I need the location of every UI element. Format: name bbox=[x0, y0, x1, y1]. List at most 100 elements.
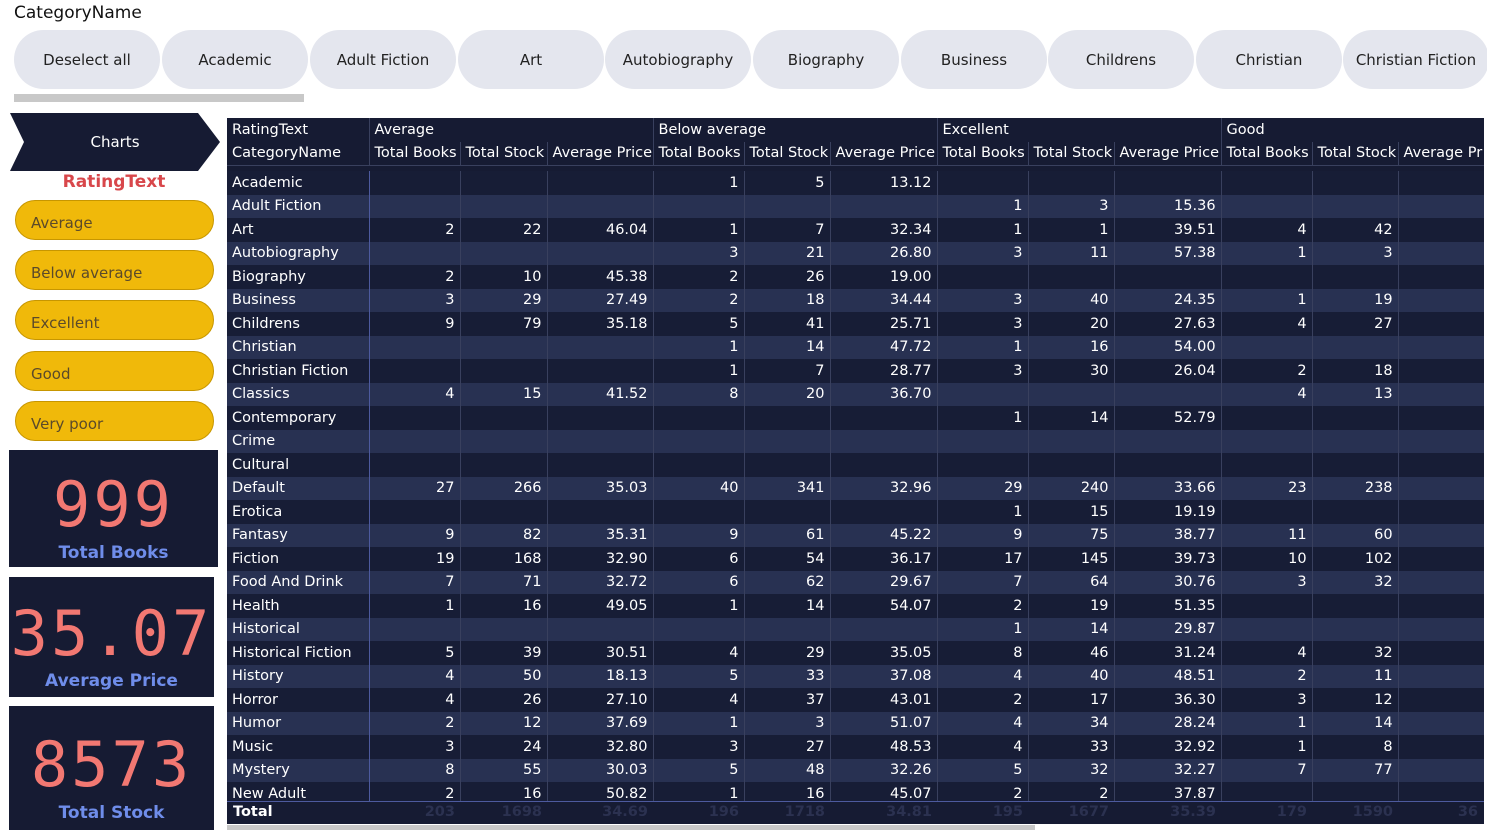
table-cell: 5 bbox=[652, 664, 744, 688]
chip-academic[interactable]: Academic bbox=[162, 30, 308, 89]
table-row: Adult Fiction 1 3 15.36 bbox=[227, 194, 1484, 218]
table-cell: 4 bbox=[652, 688, 744, 712]
table-cell bbox=[368, 194, 460, 218]
total-cell: 35.39 bbox=[1170, 804, 1216, 820]
chip-christian[interactable]: Christian bbox=[1196, 30, 1342, 89]
table-cell: 20 bbox=[1027, 312, 1115, 336]
table-cell: 35.05 bbox=[829, 641, 938, 665]
table-cell: 25 bbox=[1397, 711, 1484, 735]
table-cell bbox=[546, 617, 653, 641]
table-cell: 29 bbox=[936, 476, 1029, 500]
table-cell: 51.07 bbox=[829, 711, 938, 735]
rating-option-average[interactable]: Average bbox=[15, 200, 214, 240]
chip-christian-fiction[interactable]: Christian Fiction bbox=[1343, 30, 1487, 89]
row-category-label: Erotica bbox=[227, 500, 370, 524]
category-slicer-scrollbar[interactable] bbox=[14, 94, 304, 102]
table-cell bbox=[1397, 194, 1484, 218]
table-cell: 18 bbox=[1311, 359, 1399, 383]
row-category-label: Art bbox=[227, 218, 370, 242]
chip-childrens[interactable]: Childrens bbox=[1048, 30, 1194, 89]
table-cell: 3 bbox=[936, 241, 1029, 265]
average-price-label: Average Price bbox=[45, 671, 178, 691]
total-cell: 36 bbox=[1457, 804, 1478, 820]
table-row: Historical Fiction 5 39 30.51 4 29 35.05 8 46 31.… bbox=[227, 641, 1484, 665]
table-cell: 57.38 bbox=[1113, 241, 1222, 265]
rating-option-very-poor[interactable]: Very poor bbox=[15, 401, 214, 441]
row-category-label: Christian bbox=[227, 335, 370, 359]
table-cell: 48.53 bbox=[829, 735, 938, 759]
total-books-label: Total Books bbox=[58, 543, 169, 563]
table-cell: 7 bbox=[368, 570, 460, 594]
table-cell: 32 bbox=[1027, 758, 1115, 782]
table-cell: 38 bbox=[1397, 476, 1484, 500]
chevron-arrow-shape bbox=[10, 113, 220, 171]
table-cell bbox=[1311, 782, 1399, 806]
table-cell: 37.08 bbox=[829, 664, 938, 688]
table-cell: 7 bbox=[1220, 758, 1313, 782]
table-cell: 28.77 bbox=[829, 359, 938, 383]
rating-option-below-average[interactable]: Below average bbox=[15, 250, 214, 290]
rating-option-excellent[interactable]: Excellent bbox=[15, 300, 214, 340]
rating-option-good[interactable]: Good bbox=[15, 351, 214, 391]
chip-biography[interactable]: Biography bbox=[753, 30, 899, 89]
table-cell: 1 bbox=[652, 711, 744, 735]
table-cell: 35.31 bbox=[546, 523, 653, 547]
chip-adult-fiction[interactable]: Adult Fiction bbox=[310, 30, 456, 89]
table-cell bbox=[1220, 265, 1313, 289]
table-cell bbox=[546, 406, 653, 430]
total-cell: 34.81 bbox=[886, 804, 932, 820]
table-cell: 9 bbox=[368, 312, 460, 336]
charts-button[interactable]: Charts bbox=[10, 113, 220, 171]
table-cell: 46 bbox=[1027, 641, 1115, 665]
chip-art[interactable]: Art bbox=[458, 30, 604, 89]
table-cell: 30.03 bbox=[546, 758, 653, 782]
matrix-horizontal-scrollbar[interactable] bbox=[227, 825, 1035, 830]
table-cell bbox=[459, 359, 547, 383]
table-cell bbox=[546, 429, 653, 453]
table-cell: 7 bbox=[743, 359, 830, 383]
table-cell: 9 bbox=[368, 523, 460, 547]
matrix-total-row: Total 203 1698 34.69 196 1718 34.81 195 1677 35.… bbox=[227, 801, 1484, 824]
table-cell bbox=[829, 617, 938, 641]
table-cell: 1 bbox=[936, 194, 1029, 218]
table-cell: 48 bbox=[743, 758, 830, 782]
chip-business[interactable]: Business bbox=[901, 30, 1047, 89]
table-cell: 1 bbox=[652, 218, 744, 242]
chip-deselect-all[interactable]: Deselect all bbox=[14, 30, 160, 89]
table-cell: 28.24 bbox=[1113, 711, 1222, 735]
column-header: Total Books bbox=[1220, 141, 1313, 166]
table-cell: 30 bbox=[1027, 359, 1115, 383]
table-cell: 41 bbox=[743, 312, 830, 336]
table-cell bbox=[829, 429, 938, 453]
table-cell bbox=[459, 406, 547, 430]
rating-category-matrix: RatingText Average Below average Excelle… bbox=[227, 118, 1484, 824]
table-cell: 19 bbox=[1027, 594, 1115, 618]
table-cell bbox=[1311, 265, 1399, 289]
table-cell: 31.24 bbox=[1113, 641, 1222, 665]
row-category-label: Horror bbox=[227, 688, 370, 712]
table-cell bbox=[1027, 265, 1115, 289]
table-row: Historical 1 14 29.87 bbox=[227, 617, 1484, 641]
table-cell: 6 bbox=[652, 570, 744, 594]
table-row: Academic 1 5 13.12 bbox=[227, 171, 1484, 195]
table-cell bbox=[936, 453, 1029, 477]
table-cell: 54.07 bbox=[829, 594, 938, 618]
table-cell: 11 bbox=[1311, 664, 1399, 688]
chip-autobiography[interactable]: Autobiography bbox=[605, 30, 751, 89]
table-cell: 12 bbox=[1397, 241, 1484, 265]
table-cell: 49 bbox=[1397, 359, 1484, 383]
table-cell bbox=[1220, 406, 1313, 430]
group-header-excellent: Excellent bbox=[936, 118, 1222, 142]
table-cell: 40 bbox=[1027, 664, 1115, 688]
table-cell bbox=[1027, 171, 1115, 195]
table-cell bbox=[1397, 617, 1484, 641]
table-cell: 61 bbox=[743, 523, 830, 547]
table-cell: 8 bbox=[368, 758, 460, 782]
group-header-good: Good bbox=[1220, 118, 1484, 142]
table-cell: 32.27 bbox=[1113, 758, 1222, 782]
table-cell bbox=[368, 500, 460, 524]
table-cell: 27 bbox=[743, 735, 830, 759]
table-cell: 8 bbox=[936, 641, 1029, 665]
